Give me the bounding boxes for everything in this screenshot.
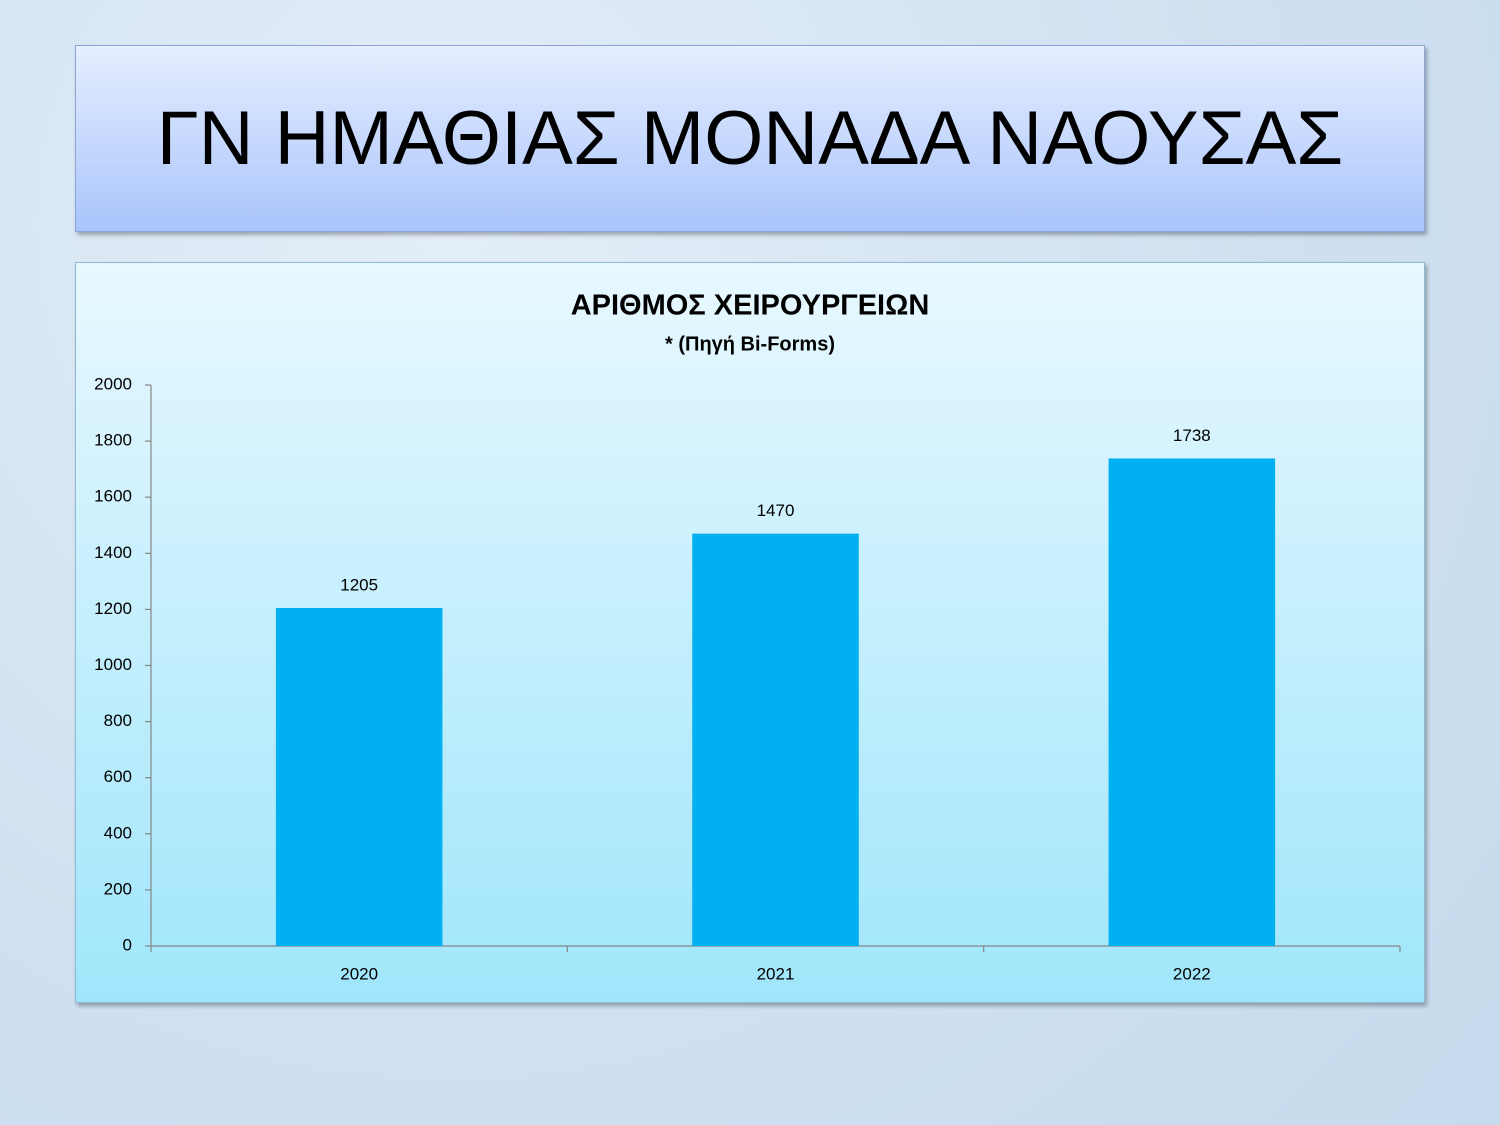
y-tick-label: 200 [104,879,132,898]
bar [1108,458,1276,946]
x-tick-label: 2020 [340,964,378,983]
y-tick-label: 0 [123,935,132,954]
data-label: 1205 [340,575,378,594]
bar [692,533,859,946]
slide-title: ΓΝ ΗΜΑΘΙΑΣ ΜΟΝΑΔΑ ΝΑΟΥΣΑΣ [75,45,1425,232]
y-tick-label: 1400 [94,543,132,562]
x-tick-label: 2021 [757,964,795,983]
y-tick-label: 800 [104,711,132,730]
chart-title: ΑΡΙΘΜΟΣ ΧΕΙΡΟΥΡΓΕΙΩΝ [571,290,930,322]
y-tick-label: 600 [104,767,132,786]
data-label: 1738 [1173,426,1211,445]
y-tick-label: 1000 [94,655,132,674]
y-tick-label: 1200 [94,599,132,618]
y-tick-label: 1800 [94,431,132,450]
y-tick-label: 400 [104,823,132,842]
y-tick-label: 2000 [94,374,132,393]
chart-subtitle: * (Πηγή Bi-Forms) [665,333,835,355]
bar [275,607,443,946]
y-tick-label: 1600 [94,487,132,506]
data-label: 1470 [757,501,795,520]
x-tick-label: 2022 [1173,964,1211,983]
